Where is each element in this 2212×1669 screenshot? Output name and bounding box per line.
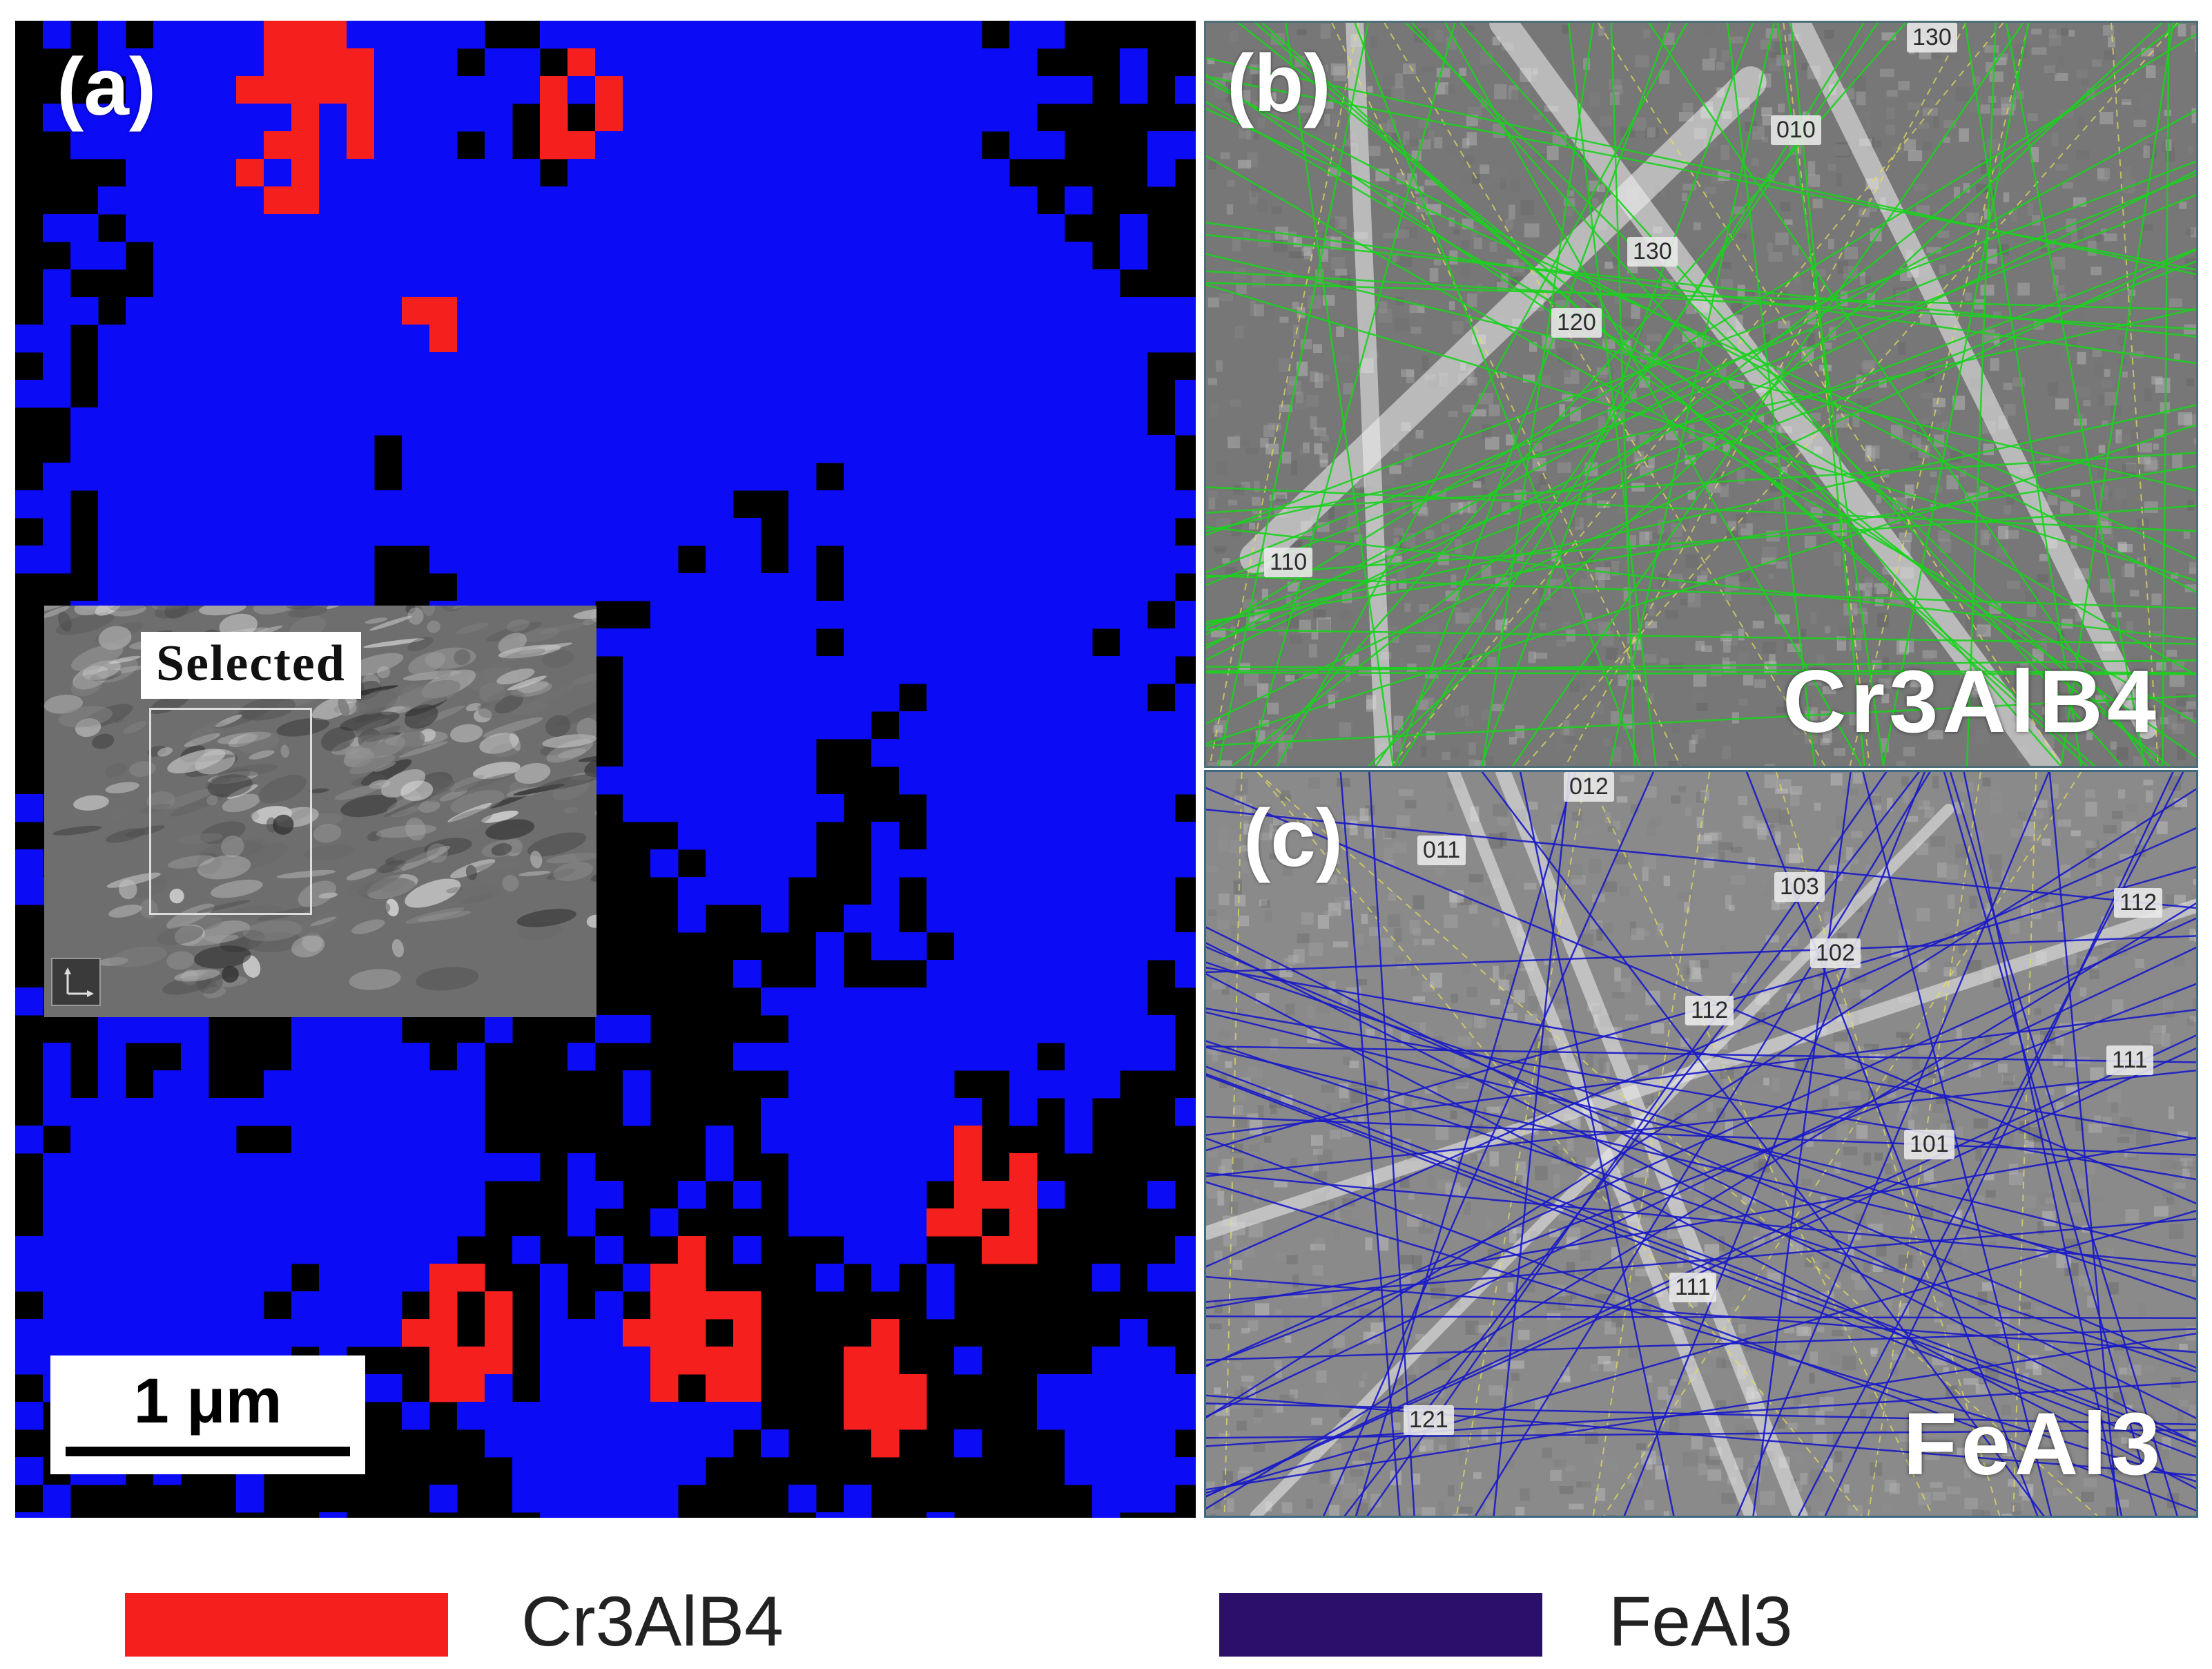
selected-region-box	[149, 708, 312, 915]
band-label: 110	[1264, 548, 1313, 578]
band-label: 011	[1417, 836, 1466, 866]
legend-label-feal3: FeAl3	[1609, 1582, 1793, 1661]
legend-label-cr3alb4: Cr3AlB4	[521, 1582, 784, 1661]
kikuchi-bands-c	[1206, 772, 2196, 1516]
band-label: 111	[1669, 1273, 1716, 1303]
kikuchi-pattern-cr3alb4: 130 010 130 120 110 (b) Cr3AlB4	[1204, 21, 2198, 768]
band-label: 121	[1404, 1405, 1454, 1436]
band-label: 112	[1685, 996, 1734, 1026]
legend-swatch-cr3alb4	[125, 1593, 448, 1657]
sem-inset-image: Selected	[44, 606, 596, 1017]
band-label: 010	[1771, 115, 1821, 146]
band-label: 111	[2106, 1045, 2153, 1076]
phase-name-feal3: FeAl3	[1903, 1395, 2164, 1494]
band-label: 103	[1774, 872, 1825, 903]
kikuchi-pattern-feal3: 012 011 103 112 102 112 111 101 111 121 (c) FeAl3	[1204, 770, 2198, 1518]
band-label: 101	[1904, 1130, 1954, 1160]
scale-bar-label: 1 μm	[133, 1366, 282, 1436]
scale-bar: 1 μm	[50, 1356, 365, 1474]
band-label: 130	[1627, 237, 1678, 267]
phase-name-cr3alb4: Cr3AlB4	[1782, 653, 2160, 751]
band-label: 130	[1907, 23, 1957, 53]
axes-icon	[51, 958, 101, 1006]
inset-selected-label: Selected	[141, 632, 361, 699]
phase-map-panel: Selected 1 μm (a)	[15, 21, 1196, 1518]
panel-a-label: (a)	[57, 41, 157, 133]
band-label: 112	[2114, 888, 2163, 918]
scale-bar-line	[66, 1447, 350, 1456]
panel-c-label: (c)	[1243, 793, 1343, 884]
band-label: 102	[1810, 938, 1861, 969]
panel-b-label: (b)	[1227, 38, 1331, 129]
band-label: 120	[1551, 308, 1602, 338]
band-label: 012	[1564, 772, 1614, 802]
legend-swatch-feal3	[1219, 1593, 1542, 1657]
